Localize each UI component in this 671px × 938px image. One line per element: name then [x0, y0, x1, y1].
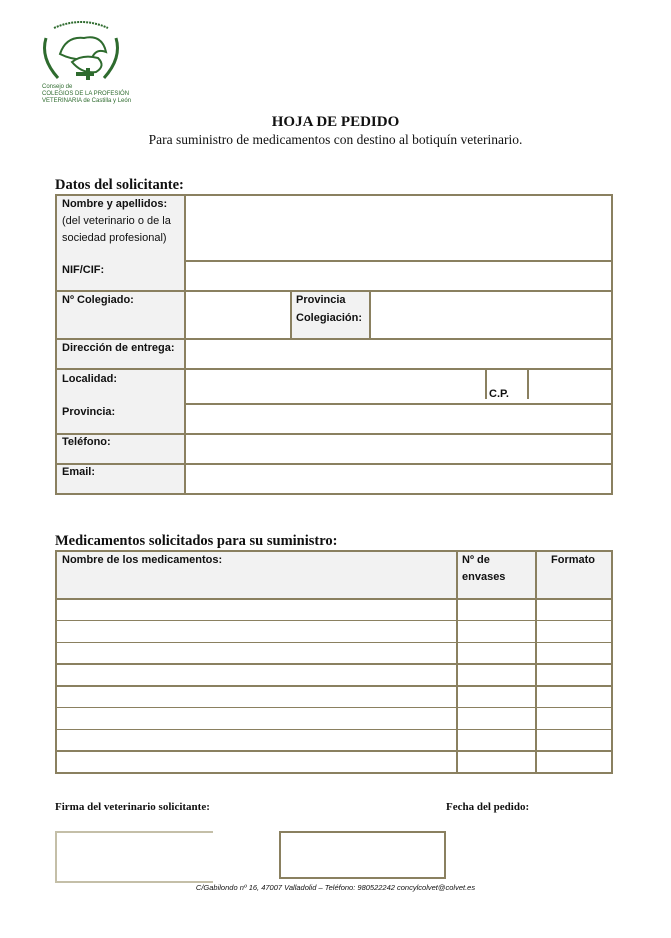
medicine-name-cell[interactable]: [57, 752, 456, 771]
provincia-colegiacion-field[interactable]: [371, 292, 611, 338]
divider: [527, 369, 529, 399]
divider: [55, 368, 613, 370]
formato-cell[interactable]: [537, 622, 611, 641]
logo-emblem-icon: [43, 21, 119, 80]
provincia-field[interactable]: [186, 405, 611, 432]
envases-cell[interactable]: [458, 731, 535, 750]
row-divider: [55, 663, 613, 665]
col-header-envases: Nº de: [462, 554, 490, 566]
envases-cell[interactable]: [458, 665, 535, 684]
council-logo: Consejo de COLEGIOS DE LA PROFESIÓN VETE…: [36, 18, 131, 108]
label-nombre-note: sociedad profesional): [62, 232, 167, 244]
divider: [55, 290, 613, 292]
page-title: HOJA DE PEDIDO: [271, 114, 400, 130]
label-cp: C.P.: [489, 388, 509, 400]
row-divider: [55, 619, 613, 622]
telefono-field[interactable]: [186, 435, 611, 462]
formato-cell[interactable]: [537, 600, 611, 619]
medicine-name-cell[interactable]: [57, 731, 456, 750]
divider: [55, 463, 613, 465]
divider: [535, 552, 537, 772]
date-box[interactable]: [279, 831, 446, 879]
formato-cell[interactable]: [537, 644, 611, 663]
medicine-name-cell[interactable]: [57, 687, 456, 706]
divider: [290, 292, 292, 339]
applicant-table: [55, 194, 613, 495]
section-heading-medicamentos: Medicamentos solicitados para su suminis…: [55, 533, 338, 549]
nombre-field[interactable]: [186, 196, 611, 259]
envases-cell[interactable]: [458, 600, 535, 619]
fecha-label: Fecha del pedido:: [446, 801, 530, 813]
label-nif: NIF/CIF:: [62, 264, 105, 276]
label-colegiado: Nº Colegiado:: [62, 294, 134, 306]
logo-text: VETERINARIA de Castilla y León: [42, 98, 132, 104]
label-nombre-note: (del veterinario o de la: [62, 215, 171, 227]
label-telefono: Teléfono:: [62, 436, 111, 448]
formato-cell[interactable]: [537, 731, 611, 750]
envases-cell[interactable]: [458, 644, 535, 663]
medicine-name-cell[interactable]: [57, 644, 456, 663]
divider: [184, 403, 612, 405]
row-divider: [55, 706, 613, 709]
label-cell: [290, 292, 370, 339]
divider: [184, 196, 186, 493]
colegiado-field[interactable]: [186, 292, 289, 338]
label-email: Email:: [62, 466, 96, 478]
section-heading-solicitante: Datos del solicitante:: [55, 177, 184, 193]
label-localidad: Localidad:: [62, 373, 118, 385]
signature-box[interactable]: [55, 831, 213, 883]
medicine-name-cell[interactable]: [57, 600, 456, 619]
direccion-field[interactable]: [186, 340, 611, 367]
medicine-name-cell[interactable]: [57, 665, 456, 684]
divider: [369, 292, 371, 339]
divider: [55, 433, 613, 435]
col-header-nombre: Nombre de los medicamentos:: [62, 554, 223, 566]
page-subtitle: Para suministro de medicamentos con dest…: [148, 132, 523, 147]
divider: [485, 369, 487, 399]
formato-cell[interactable]: [537, 665, 611, 684]
firma-label: Firma del veterinario solicitante:: [55, 801, 210, 813]
row-divider: [55, 750, 613, 752]
label-provincia-colegiacion: Provincia: [296, 294, 346, 306]
medicine-name-cell[interactable]: [57, 622, 456, 641]
formato-cell[interactable]: [537, 687, 611, 706]
logo-text: Consejo de: [42, 84, 73, 90]
cp-field[interactable]: [529, 370, 611, 402]
col-header-envases: envases: [462, 571, 506, 583]
row-divider: [55, 641, 613, 643]
label-direccion: Dirección de entrega:: [62, 342, 175, 354]
divider: [456, 552, 458, 772]
col-header-formato: Formato: [551, 554, 595, 566]
label-provincia-colegiacion: Colegiación:: [296, 312, 363, 324]
medicine-name-cell[interactable]: [57, 709, 456, 728]
formato-cell[interactable]: [537, 709, 611, 728]
envases-cell[interactable]: [458, 752, 535, 771]
email-field[interactable]: [186, 465, 611, 492]
table-header: [57, 552, 611, 598]
envases-cell[interactable]: [458, 709, 535, 728]
label-provincia: Provincia:: [62, 406, 116, 418]
divider: [55, 338, 613, 340]
label-column: [57, 196, 184, 493]
logo-text: COLEGIOS DE LA PROFESIÓN: [42, 91, 130, 97]
medicines-table: [55, 550, 613, 774]
formato-cell[interactable]: [537, 752, 611, 771]
envases-cell[interactable]: [458, 622, 535, 641]
localidad-field[interactable]: [186, 370, 484, 402]
label-nombre: Nombre y apellidos:: [62, 198, 168, 210]
row-divider: [55, 598, 613, 600]
row-divider: [55, 685, 613, 687]
nif-field[interactable]: [186, 262, 611, 289]
envases-cell[interactable]: [458, 687, 535, 706]
divider: [184, 260, 612, 262]
row-divider: [55, 728, 613, 730]
footer-address: C/Gabilondo nº 16, 47007 Valladolid – Te…: [195, 883, 476, 892]
